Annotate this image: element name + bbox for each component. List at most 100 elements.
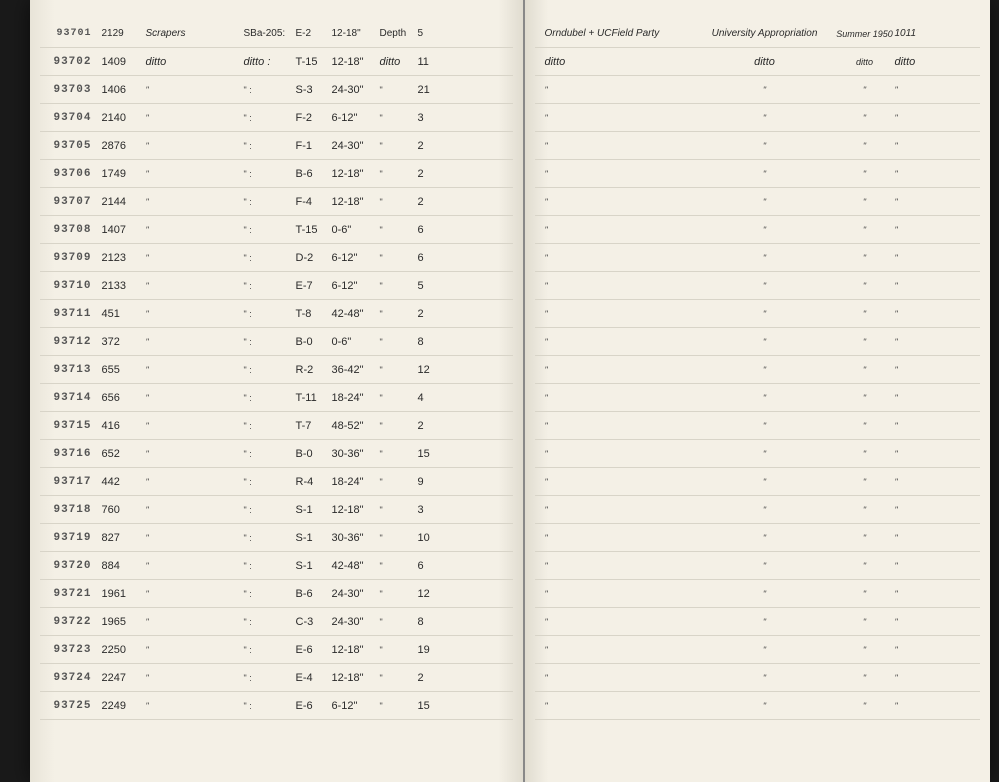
date: " bbox=[835, 281, 895, 291]
description: " bbox=[140, 505, 240, 515]
grid-ref: D-2 bbox=[296, 252, 332, 264]
depth-value: 30-36" bbox=[332, 448, 380, 460]
ledger-row-right: """" bbox=[535, 664, 980, 692]
depth-value: 6-12" bbox=[332, 280, 380, 292]
ledger-row-left: 937102133"" :E-76-12""5 bbox=[40, 272, 513, 300]
depth-label: " bbox=[380, 477, 418, 487]
extra-id: " bbox=[895, 141, 935, 151]
ledger-row-right: """" bbox=[535, 496, 980, 524]
depth-value: 24-30" bbox=[332, 588, 380, 600]
collector: " bbox=[535, 225, 685, 235]
date: " bbox=[835, 561, 895, 571]
collector: " bbox=[535, 645, 685, 655]
depth-label: " bbox=[380, 113, 418, 123]
catalog-id: 93701 bbox=[40, 28, 98, 39]
site-code: " : bbox=[240, 589, 296, 599]
depth-label: " bbox=[380, 141, 418, 151]
site-code: " : bbox=[240, 421, 296, 431]
collector: ditto bbox=[535, 56, 685, 68]
site-code: " : bbox=[240, 393, 296, 403]
description: " bbox=[140, 561, 240, 571]
specimen-number: 2876 bbox=[98, 140, 140, 152]
date: " bbox=[835, 141, 895, 151]
grid-ref: S-3 bbox=[296, 84, 332, 96]
count: 8 bbox=[418, 336, 442, 348]
site-code: " : bbox=[240, 505, 296, 515]
site-code: " : bbox=[240, 113, 296, 123]
ledger-row-left: 937031406"" :S-324-30""21 bbox=[40, 76, 513, 104]
depth-label: " bbox=[380, 85, 418, 95]
description: " bbox=[140, 337, 240, 347]
funding: " bbox=[685, 225, 835, 235]
ledger-row-right: """" bbox=[535, 412, 980, 440]
depth-value: 12-18" bbox=[332, 56, 380, 68]
site-code: " : bbox=[240, 197, 296, 207]
collector: " bbox=[535, 673, 685, 683]
ledger-row-right: """" bbox=[535, 328, 980, 356]
catalog-id: 93703 bbox=[40, 84, 98, 96]
grid-ref: B-0 bbox=[296, 448, 332, 460]
ledger-row-left: 937042140"" :F-26-12""3 bbox=[40, 104, 513, 132]
date: " bbox=[835, 169, 895, 179]
grid-ref: S-1 bbox=[296, 532, 332, 544]
collector: " bbox=[535, 113, 685, 123]
description: " bbox=[140, 645, 240, 655]
date: " bbox=[835, 309, 895, 319]
catalog-id: 93720 bbox=[40, 560, 98, 572]
catalog-id: 93714 bbox=[40, 392, 98, 404]
funding: " bbox=[685, 617, 835, 627]
count: 8 bbox=[418, 616, 442, 628]
funding: " bbox=[685, 673, 835, 683]
funding: " bbox=[685, 505, 835, 515]
funding: " bbox=[685, 337, 835, 347]
funding: ditto bbox=[685, 56, 835, 68]
ledger-row-left: 937052876"" :F-124-30""2 bbox=[40, 132, 513, 160]
ledger-row-left: 93718760"" :S-112-18""3 bbox=[40, 496, 513, 524]
ledger-row-left: 937252249"" :E-66-12""15 bbox=[40, 692, 513, 720]
grid-ref: E-6 bbox=[296, 644, 332, 656]
date: " bbox=[835, 645, 895, 655]
description: " bbox=[140, 141, 240, 151]
specimen-number: 1409 bbox=[98, 56, 140, 68]
count: 3 bbox=[418, 504, 442, 516]
description: " bbox=[140, 197, 240, 207]
ledger-row-left: 937021409dittoditto :T-1512-18"ditto11 bbox=[40, 48, 513, 76]
funding: " bbox=[685, 701, 835, 711]
ledger-row-right: """" bbox=[535, 216, 980, 244]
specimen-number: 2129 bbox=[98, 28, 140, 39]
count: 4 bbox=[418, 392, 442, 404]
specimen-number: 1407 bbox=[98, 224, 140, 236]
ledger-row-left: 937221965"" :C-324-30""8 bbox=[40, 608, 513, 636]
date: " bbox=[835, 449, 895, 459]
ledger-row-right: """" bbox=[535, 636, 980, 664]
funding: " bbox=[685, 477, 835, 487]
extra-id: " bbox=[895, 645, 935, 655]
site-code: " : bbox=[240, 617, 296, 627]
specimen-number: 1749 bbox=[98, 168, 140, 180]
specimen-number: 884 bbox=[98, 560, 140, 572]
description: " bbox=[140, 617, 240, 627]
ledger-row-left: 93713655"" :R-236-42""12 bbox=[40, 356, 513, 384]
ledger-row-right: """" bbox=[535, 244, 980, 272]
site-code: " : bbox=[240, 309, 296, 319]
specimen-number: 2133 bbox=[98, 280, 140, 292]
ledger-row-left: 937232250"" :E-612-18""19 bbox=[40, 636, 513, 664]
right-rows-container: dittodittodittoditto""""""""""""""""""""… bbox=[535, 48, 980, 720]
catalog-id: 93709 bbox=[40, 252, 98, 264]
extra-id: " bbox=[895, 85, 935, 95]
catalog-id: 93723 bbox=[40, 644, 98, 656]
ledger-row-right: """" bbox=[535, 188, 980, 216]
count: 2 bbox=[418, 196, 442, 208]
depth-label: " bbox=[380, 309, 418, 319]
description: " bbox=[140, 589, 240, 599]
count: 15 bbox=[418, 448, 442, 460]
extra-id: " bbox=[895, 701, 935, 711]
count: 21 bbox=[418, 84, 442, 96]
catalog-id: 93715 bbox=[40, 420, 98, 432]
specimen-number: 655 bbox=[98, 364, 140, 376]
header-row-right: Orndubel + UCField Party University Appr… bbox=[535, 20, 980, 48]
ledger-row-left: 93711451"" :T-842-48""2 bbox=[40, 300, 513, 328]
collector: " bbox=[535, 85, 685, 95]
site-code: ditto : bbox=[240, 56, 296, 68]
site-code: " : bbox=[240, 477, 296, 487]
